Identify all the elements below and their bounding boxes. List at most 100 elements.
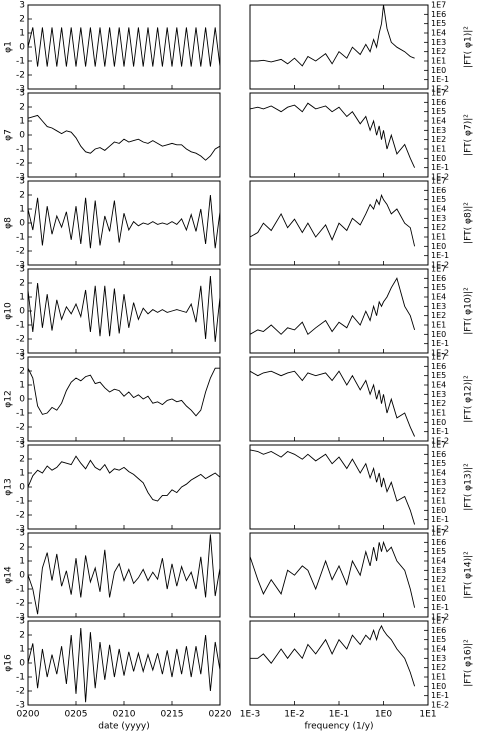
y-tick-label: -3 <box>16 85 25 95</box>
series-line <box>250 193 416 247</box>
y-tick-label: 1E7 <box>431 441 446 450</box>
y-tick-label: 0 <box>19 395 25 405</box>
y-tick-label: 1E-2 <box>431 261 449 270</box>
x-tick-label: 1E-1 <box>329 710 349 720</box>
panel-frame <box>249 532 429 618</box>
y-tick-label: 1E0 <box>431 594 446 603</box>
x-axis-label: date (yyyy) <box>98 722 149 732</box>
y-tick-label: 1E0 <box>431 242 446 251</box>
panel-frame <box>27 92 221 178</box>
series-line <box>28 367 220 417</box>
y-tick-label: 1E4 <box>431 557 446 566</box>
y-tick-label: 1E2 <box>431 47 446 56</box>
y-tick-label: 1 <box>19 645 25 655</box>
y-tick-label: 1E2 <box>431 663 446 672</box>
y-tick-label: 1E4 <box>431 381 446 390</box>
y-tick-label: 2 <box>19 455 25 465</box>
y-tick-label: 1E-2 <box>431 701 449 710</box>
y-axis-label: |FT( φ8)|² <box>464 202 474 244</box>
y-tick-label: 1E-1 <box>431 75 449 84</box>
y-tick-label: 1E0 <box>431 154 446 163</box>
x-tick-label: 1E-3 <box>240 710 260 720</box>
series-line <box>250 277 416 336</box>
y-tick-label: 1E6 <box>431 186 446 195</box>
y-tick-label: -2 <box>16 159 25 169</box>
y-tick-label: 2 <box>19 367 25 377</box>
y-tick-label: -3 <box>16 701 25 711</box>
y-tick-label: 3 <box>19 529 25 539</box>
y-tick-label: 2 <box>19 15 25 25</box>
y-axis-label: |FT( φ14)|² <box>464 551 474 599</box>
y-tick-label: 1E2 <box>431 223 446 232</box>
x-tick-label: 0220 <box>209 710 232 720</box>
y-tick-label: -1 <box>16 673 25 683</box>
y-tick-label: 3 <box>19 89 25 99</box>
y-tick-label: -3 <box>16 613 25 623</box>
y-tick-label: 1E5 <box>431 371 446 380</box>
y-tick-label: 1E0 <box>431 66 446 75</box>
y-tick-label: 3 <box>19 177 25 187</box>
x-tick-label: 1E0 <box>375 710 392 720</box>
y-tick-label: 1E5 <box>431 19 446 28</box>
y-tick-label: 1E6 <box>431 274 446 283</box>
y-tick-label: 1E5 <box>431 635 446 644</box>
y-tick-label: 1E6 <box>431 538 446 547</box>
series-line <box>250 5 415 67</box>
y-tick-label: 1 <box>19 293 25 303</box>
y-tick-label: 1E2 <box>431 575 446 584</box>
y-tick-label: 1E3 <box>431 390 446 399</box>
y-tick-label: 1E4 <box>431 645 446 654</box>
y-tick-label: 1 <box>19 381 25 391</box>
y-tick-label: 1E-2 <box>431 613 449 622</box>
y-tick-label: 1E5 <box>431 107 446 116</box>
y-axis-label: φ16 <box>4 654 14 672</box>
y-tick-label: 1E4 <box>431 29 446 38</box>
y-tick-label: -2 <box>16 247 25 257</box>
y-tick-label: 1E1 <box>431 409 446 418</box>
panel-frame <box>249 4 429 90</box>
y-tick-label: -3 <box>16 349 25 359</box>
y-tick-label: 1E2 <box>431 135 446 144</box>
series-line <box>28 194 220 249</box>
y-tick-label: 1E-1 <box>431 427 449 436</box>
series-line <box>250 449 416 525</box>
y-tick-label: 1E4 <box>431 293 446 302</box>
series-line <box>250 624 416 687</box>
y-tick-label: 2 <box>19 543 25 553</box>
y-tick-label: 1E6 <box>431 626 446 635</box>
x-tick-label: 1E1 <box>419 710 436 720</box>
y-tick-label: 2 <box>19 279 25 289</box>
x-tick-label: 0215 <box>161 710 184 720</box>
series-line <box>28 455 220 502</box>
series-line <box>250 540 416 608</box>
y-axis-label: φ14 <box>4 566 14 584</box>
series-line <box>28 275 220 342</box>
y-axis-label: |FT( φ13)|² <box>464 463 474 511</box>
y-tick-label: 3 <box>19 1 25 11</box>
y-tick-label: 1 <box>19 557 25 567</box>
y-tick-label: 1E7 <box>431 529 446 538</box>
panel-frame <box>249 92 429 178</box>
y-tick-label: 0 <box>19 483 25 493</box>
y-axis-label: φ13 <box>4 478 14 495</box>
y-tick-label: 1E4 <box>431 117 446 126</box>
y-tick-label: 1E-2 <box>431 437 449 446</box>
series-line <box>250 370 416 437</box>
y-tick-label: -1 <box>16 57 25 67</box>
y-tick-label: 0 <box>19 571 25 581</box>
y-tick-label: 1 <box>19 469 25 479</box>
y-axis-label: |FT( φ10)|² <box>464 287 474 335</box>
x-axis-label: frequency (1/y) <box>304 722 373 732</box>
y-tick-label: 1E-2 <box>431 173 449 182</box>
y-tick-label: 1E0 <box>431 418 446 427</box>
panel-frame <box>249 268 429 354</box>
panel-frame <box>27 356 221 442</box>
panel-frame <box>27 620 221 706</box>
y-tick-label: 1E-2 <box>431 349 449 358</box>
y-tick-label: -1 <box>16 409 25 419</box>
y-tick-label: -1 <box>16 497 25 507</box>
y-tick-label: 1E3 <box>431 38 446 47</box>
y-tick-label: 1E5 <box>431 459 446 468</box>
x-tick-label: 1E-2 <box>284 710 304 720</box>
